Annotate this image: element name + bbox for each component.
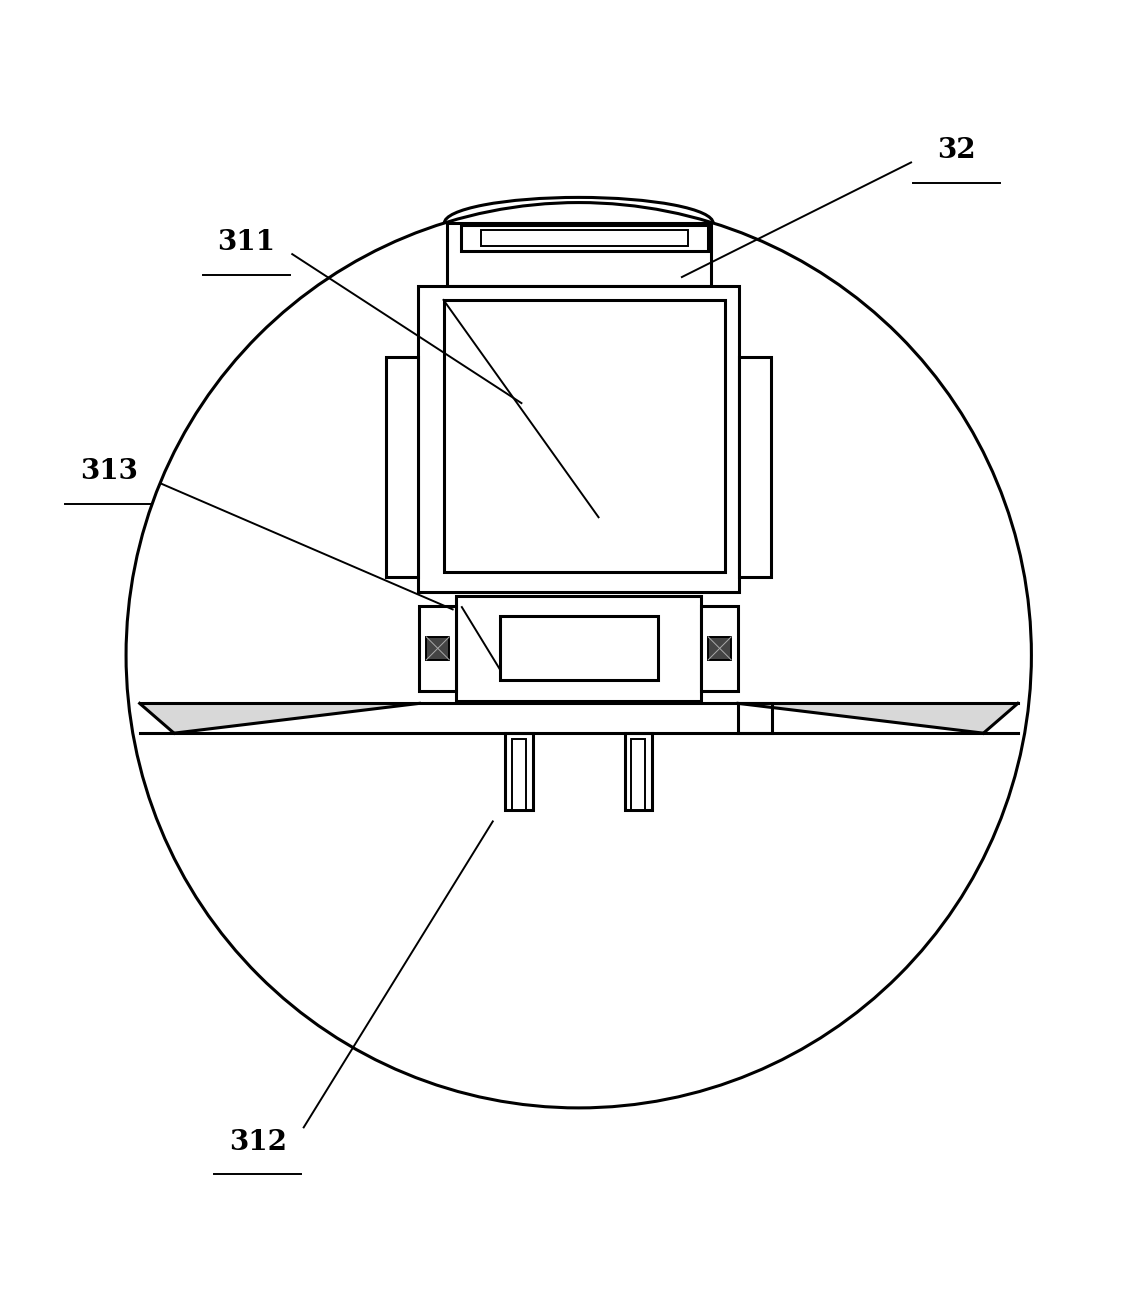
- Text: 313: 313: [80, 459, 138, 486]
- Bar: [738, 703, 772, 733]
- Polygon shape: [738, 703, 1018, 733]
- Bar: [461, 226, 708, 251]
- Bar: [500, 616, 658, 681]
- Text: 32: 32: [937, 138, 976, 165]
- Bar: [708, 637, 731, 660]
- Bar: [418, 286, 739, 592]
- Bar: [481, 230, 688, 246]
- Polygon shape: [140, 703, 419, 733]
- Bar: [505, 733, 533, 811]
- Bar: [456, 596, 701, 701]
- Text: 311: 311: [218, 229, 275, 256]
- Bar: [512, 739, 526, 811]
- Bar: [419, 607, 456, 691]
- Text: 312: 312: [229, 1129, 286, 1156]
- Bar: [625, 733, 652, 811]
- Bar: [386, 357, 418, 577]
- Bar: [426, 637, 449, 660]
- Bar: [739, 357, 771, 577]
- Bar: [631, 739, 645, 811]
- Bar: [447, 223, 711, 286]
- Bar: [701, 607, 738, 691]
- Bar: [444, 300, 725, 572]
